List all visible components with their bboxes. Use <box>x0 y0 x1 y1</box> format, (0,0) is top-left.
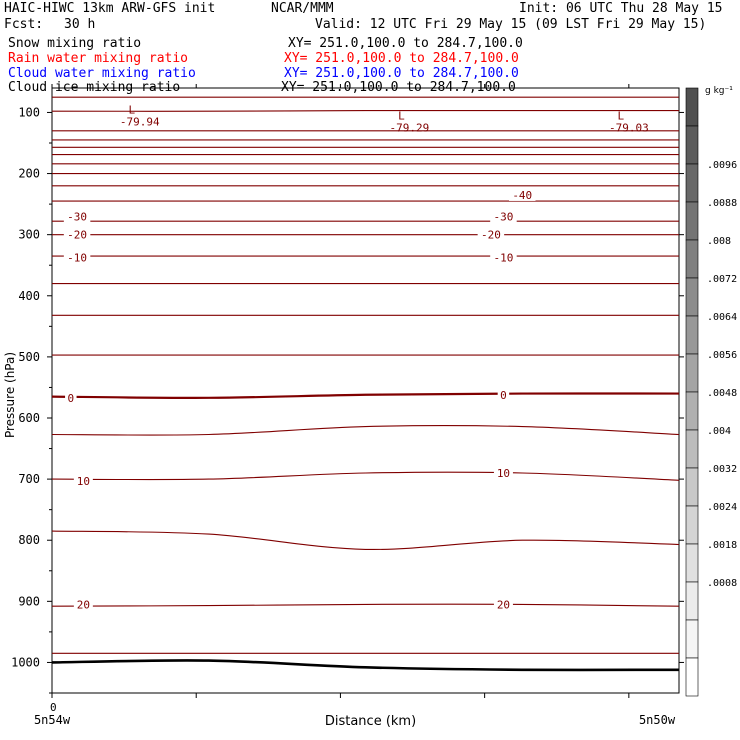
colorbar-swatch-1 <box>685 87 699 127</box>
y-tick-label-100: 100 <box>18 105 40 119</box>
colorbar-label-10: .0024 <box>707 502 737 513</box>
field-name-rain: Rain water mixing ratio <box>8 51 189 66</box>
contour-label-bg-4 <box>63 228 91 241</box>
contour-line-19 <box>51 471 680 481</box>
contour-label-6: -10 <box>67 251 87 264</box>
y-tick-label-300: 300 <box>18 228 40 242</box>
contour-label-bg-6 <box>63 251 91 264</box>
colorbar-label-8: .004 <box>707 426 731 437</box>
y-tick-label-400: 400 <box>18 289 40 303</box>
x-left-location-label: 5n54w <box>34 713 71 727</box>
y-tick-label-700: 700 <box>18 472 40 486</box>
valid-time: Valid: 12 UTC Fri 29 May 15 (09 LST Fri … <box>315 17 707 32</box>
colorbar-swatch-13 <box>685 543 699 583</box>
colorbar-swatch-11 <box>685 467 699 507</box>
y-tick-label-200: 200 <box>18 167 40 181</box>
colorbar-label-12: .0008 <box>707 578 737 589</box>
colorbar-label-11: .0018 <box>707 540 737 551</box>
fcst-value: 30 h <box>64 17 96 32</box>
plot-frame <box>51 87 680 694</box>
contour-label-12: 20 <box>77 598 90 611</box>
colorbar-swatch-16 <box>685 657 699 697</box>
contour-line-20 <box>51 530 680 550</box>
contour-label-7: -10 <box>494 251 514 264</box>
low-marker-2: L <box>398 110 405 123</box>
contour-label-bg-2 <box>63 210 91 223</box>
x-right-location-label: 5n50w <box>639 713 676 727</box>
contour-label-bg-8 <box>65 391 77 404</box>
colorbar-label-4: .0072 <box>707 274 737 285</box>
contour-label-bg-10 <box>73 474 93 487</box>
contour-label-bg-13 <box>493 598 513 611</box>
y-tick-label-900: 900 <box>18 594 40 608</box>
contour-label-bg-3 <box>490 210 517 223</box>
field-name-snow: Snow mixing ratio <box>8 36 142 51</box>
contour-label-10: 10 <box>77 475 90 488</box>
contour-label-1: -40 <box>512 189 532 202</box>
colorbar-swatch-6 <box>685 277 699 317</box>
low-value-2: -79.29 <box>390 122 430 135</box>
contour-label-8: 0 <box>67 392 74 405</box>
init-time: Init: 06 UTC Thu 28 May 15 <box>519 1 723 16</box>
colorbar-swatch-15 <box>685 619 699 659</box>
contour-label-bg-9 <box>497 388 510 401</box>
x-axis-title: Distance (km) <box>325 714 416 729</box>
colorbar-swatch-12 <box>685 505 699 545</box>
fcst-label: Fcst: <box>4 17 44 32</box>
colorbar-label-7: .0048 <box>707 388 737 399</box>
field-xy-rain: XY= 251.0,100.0 to 284.7,100.0 <box>284 51 519 66</box>
contour-label-3: -30 <box>494 210 514 223</box>
colorbar-swatch-10 <box>685 429 699 469</box>
colorbar-swatch-3 <box>685 163 699 203</box>
colorbar-label-2: .0088 <box>707 198 737 209</box>
colorbar-swatch-7 <box>685 315 699 355</box>
colorbar-swatch-14 <box>685 581 699 621</box>
contour-label-4: -20 <box>67 229 87 242</box>
colorbar-label-1: .0096 <box>707 160 737 171</box>
contour-label-bg-11 <box>493 467 513 479</box>
contour-line-21 <box>51 603 680 607</box>
colorbar-swatch-8 <box>685 353 699 393</box>
low-marker-3: L <box>618 110 625 123</box>
y-axis-title: Pressure (hPa) <box>3 352 17 438</box>
colorbar-swatch-5 <box>685 239 699 279</box>
colorbar-label-3: .008 <box>707 236 731 247</box>
colorbar-label-5: .0064 <box>707 312 737 323</box>
low-marker-1: L <box>128 104 135 117</box>
model-title: HAIC-HIWC 13km ARW-GFS init <box>4 1 216 16</box>
contour-line-2 <box>51 110 679 112</box>
y-tick-label-1000: 1000 <box>11 655 40 669</box>
contour-label-5: -20 <box>481 229 501 242</box>
colorbar-swatch-2 <box>685 125 699 165</box>
terrain-line <box>51 659 680 672</box>
low-value-1: -79.94 <box>120 116 160 129</box>
contour-label-bg-7 <box>490 251 517 264</box>
colorbar-label-6: .0056 <box>707 350 737 361</box>
field-name-cloud-water: Cloud water mixing ratio <box>8 66 196 81</box>
x-tick-label-0: 0 <box>50 701 57 714</box>
contour-label-bg-12 <box>73 598 93 611</box>
colorbar-label-9: .0032 <box>707 464 737 475</box>
colorbar-swatch-4 <box>685 201 699 241</box>
contour-label-11: 10 <box>497 467 510 480</box>
contour-label-2: -30 <box>67 210 87 223</box>
colorbar-unit: g kg⁻¹ <box>705 86 733 96</box>
y-tick-label-800: 800 <box>18 533 40 547</box>
contour-label-13: 20 <box>497 598 510 611</box>
contour-line-17 <box>51 392 680 399</box>
field-xy-cloud-water: XY= 251.0,100.0 to 284.7,100.0 <box>284 66 519 81</box>
colorbar-swatch-9 <box>685 391 699 431</box>
field-xy-snow: XY= 251.0,100.0 to 284.7,100.0 <box>288 36 523 51</box>
contour-label-bg-1 <box>509 188 536 201</box>
contour-line-18 <box>51 425 680 436</box>
org-label: NCAR/MMM <box>271 1 334 16</box>
y-tick-label-600: 600 <box>18 411 40 425</box>
low-value-3: -79.03 <box>609 122 649 135</box>
y-tick-label-500: 500 <box>18 350 40 364</box>
contour-label-bg-5 <box>477 228 505 241</box>
contour-label-9: 0 <box>500 389 507 402</box>
